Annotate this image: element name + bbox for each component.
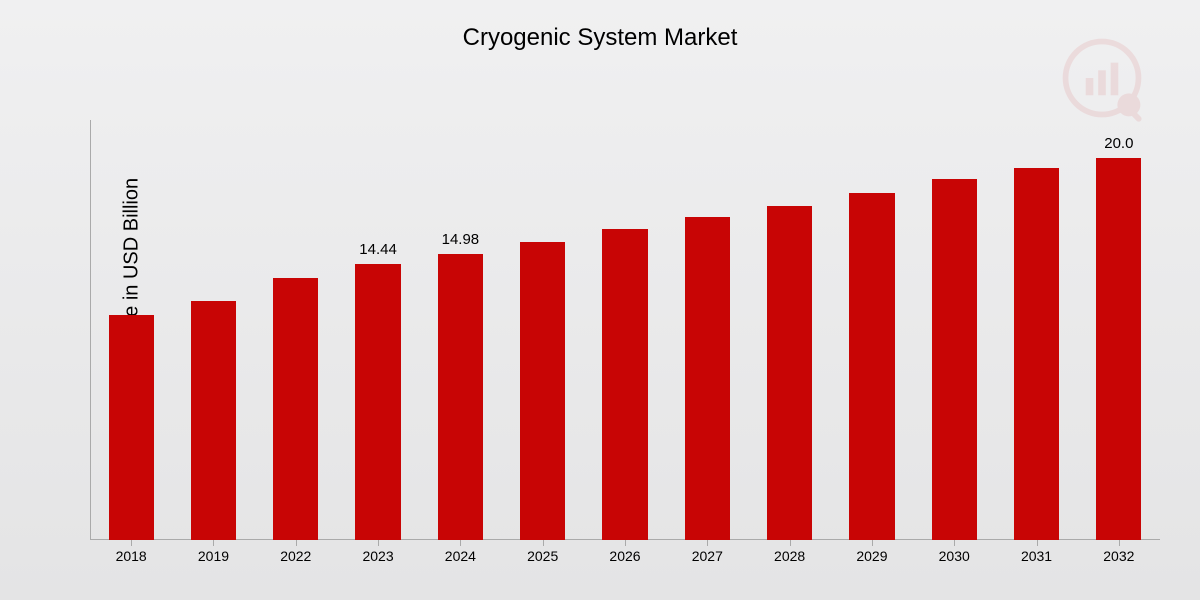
x-tick-mark — [1119, 540, 1120, 546]
watermark-logo-icon — [1054, 30, 1150, 131]
x-tick-label: 2022 — [280, 548, 311, 564]
x-tick-mark — [131, 540, 132, 546]
bar — [685, 217, 730, 540]
x-tick-label: 2026 — [609, 548, 640, 564]
x-tick-label: 2028 — [774, 548, 805, 564]
bar-value-label: 14.44 — [355, 241, 400, 258]
bar — [191, 301, 236, 540]
bar-value-label: 20.0 — [1096, 135, 1141, 152]
bar — [520, 242, 565, 540]
bar — [932, 179, 977, 540]
bar — [602, 229, 647, 540]
x-tick-mark — [790, 540, 791, 546]
x-tick-label: 2025 — [527, 548, 558, 564]
x-tick-mark — [954, 540, 955, 546]
bar — [849, 193, 894, 540]
chart-title: Cryogenic System Market — [0, 24, 1200, 52]
x-tick-label: 2027 — [692, 548, 723, 564]
bar-value-label: 14.98 — [438, 231, 483, 248]
x-tick-mark — [872, 540, 873, 546]
bar: 20.0 — [1096, 158, 1141, 540]
x-tick-label: 2023 — [362, 548, 393, 564]
x-tick-label: 2030 — [939, 548, 970, 564]
bar — [1014, 168, 1059, 540]
x-tick-mark — [213, 540, 214, 546]
x-tick-mark — [625, 540, 626, 546]
bar — [109, 315, 154, 540]
bar — [273, 278, 318, 540]
x-tick-label: 2029 — [856, 548, 887, 564]
x-tick-label: 2031 — [1021, 548, 1052, 564]
bar: 14.98 — [438, 254, 483, 540]
bar — [767, 206, 812, 540]
x-tick-mark — [543, 540, 544, 546]
bar: 14.44 — [355, 264, 400, 540]
x-tick-label: 2018 — [116, 548, 147, 564]
x-tick-mark — [296, 540, 297, 546]
x-tick-mark — [460, 540, 461, 546]
x-tick-mark — [1037, 540, 1038, 546]
x-tick-label: 2032 — [1103, 548, 1134, 564]
y-axis-line — [90, 120, 91, 540]
chart-plot-area: 20182019202214.44202314.9820242025202620… — [90, 120, 1160, 540]
x-tick-label: 2019 — [198, 548, 229, 564]
x-tick-mark — [707, 540, 708, 546]
x-tick-mark — [378, 540, 379, 546]
x-tick-label: 2024 — [445, 548, 476, 564]
